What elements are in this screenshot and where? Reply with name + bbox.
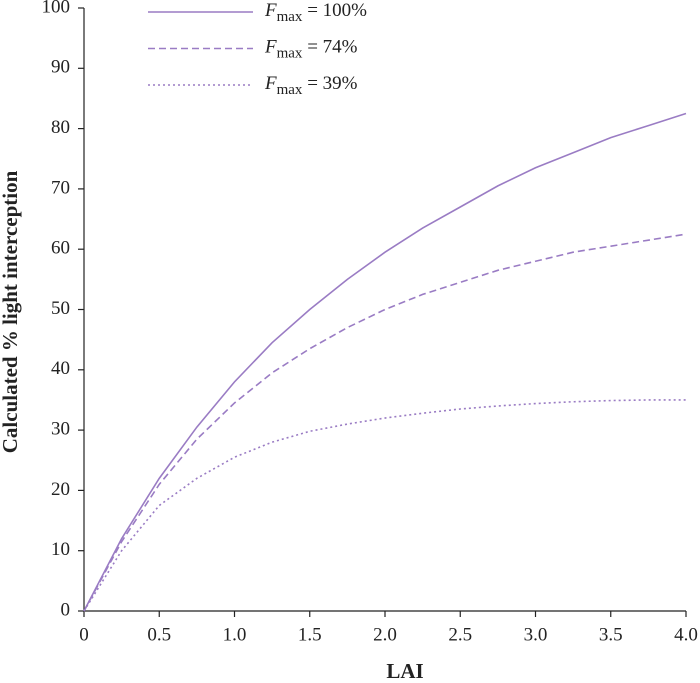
- legend-label: Fmax = 100%: [264, 0, 367, 25]
- x-tick-label: 3.0: [524, 624, 548, 645]
- x-tick-label: 4.0: [674, 624, 698, 645]
- x-tick-label: 3.5: [599, 624, 623, 645]
- y-tick-label: 10: [51, 539, 70, 560]
- y-axis-label: Calculated % light interception: [0, 170, 22, 453]
- y-tick-label: 30: [51, 418, 70, 439]
- x-tick-label: 1.0: [223, 624, 247, 645]
- y-tick-label: 100: [42, 0, 71, 17]
- y-tick-label: 0: [61, 599, 71, 620]
- y-tick-label: 40: [51, 358, 70, 379]
- line: [83, 233, 687, 612]
- y-tick-label: 60: [51, 238, 70, 259]
- x-axis-label: LAI: [386, 659, 423, 683]
- y-tick-label: 50: [51, 298, 70, 319]
- y-tick-label: 20: [51, 479, 70, 500]
- x-tick-label: 2.0: [373, 624, 397, 645]
- x-tick-label: 1.5: [298, 624, 322, 645]
- y-tick-label: 80: [51, 117, 70, 138]
- y-tick-label: 70: [51, 177, 70, 198]
- y-tick-label: 90: [51, 57, 70, 78]
- x-tick-label: 2.5: [448, 624, 472, 645]
- line: [83, 112, 687, 612]
- line: [83, 399, 686, 612]
- x-tick-label: 0: [79, 624, 89, 645]
- legend-label: Fmax = 39%: [264, 73, 358, 98]
- x-tick-label: 0.5: [147, 624, 171, 645]
- legend-label: Fmax = 74%: [264, 37, 358, 62]
